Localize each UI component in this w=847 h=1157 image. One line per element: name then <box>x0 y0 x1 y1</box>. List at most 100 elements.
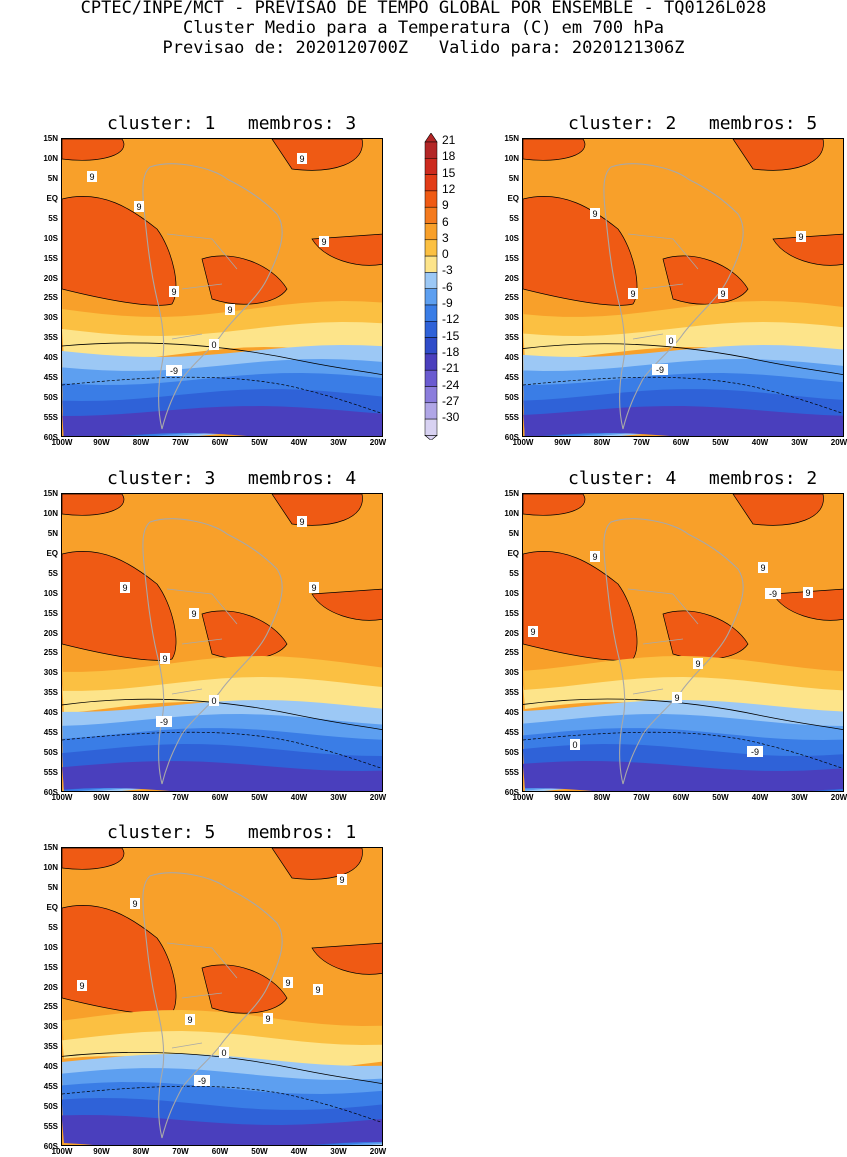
warm-region <box>311 233 382 266</box>
svg-text:0: 0 <box>211 340 216 350</box>
svg-text:9: 9 <box>695 659 700 669</box>
svg-text:9: 9 <box>171 287 176 297</box>
lat-tick-label: 30S <box>504 668 519 678</box>
lat-tick-label: 40S <box>43 1062 58 1072</box>
contour-label: 9 <box>758 562 768 573</box>
lon-tick-label: 90W <box>93 1147 110 1156</box>
lat-tick-label: 45S <box>43 1082 58 1092</box>
lat-tick-label: EQ <box>46 193 58 203</box>
lat-tick-label: 40S <box>43 353 58 363</box>
svg-text:9: 9 <box>187 1015 192 1025</box>
lon-tick-label: 40W <box>751 793 769 802</box>
warm-region <box>523 195 638 306</box>
colorbar-label: -30 <box>442 410 460 425</box>
svg-text:9: 9 <box>89 172 94 182</box>
panel-title: cluster: 4 membros: 2 <box>568 468 818 489</box>
temperature-map: 9 9 9 9 9 9 9 0 -9 <box>61 847 383 1146</box>
contour-label: -9 <box>156 716 172 727</box>
lon-tick-label: 40W <box>290 1147 308 1156</box>
lon-tick-label: 60W <box>211 1147 229 1156</box>
lat-tick-label: EQ <box>46 548 58 558</box>
header-dates: Previsao de: 2020120700Z Valido para: 20… <box>162 38 685 58</box>
warm-region <box>62 904 177 1015</box>
lon-tick-label: 100W <box>512 438 534 447</box>
lat-tick-label: 55S <box>43 413 58 423</box>
lon-tick-label: 50W <box>251 793 268 802</box>
lat-tick-label: 60S <box>43 788 58 797</box>
colorbar-label: -21 <box>442 361 460 376</box>
contour-label: 0 <box>209 339 219 350</box>
colorbar-label: 21 <box>442 133 456 147</box>
colorbar-swatch <box>424 158 438 175</box>
svg-text:9: 9 <box>136 202 141 212</box>
lon-tick-label: 70W <box>172 793 189 802</box>
svg-text:9: 9 <box>191 609 196 619</box>
lat-tick-label: 10N <box>43 508 58 518</box>
lat-tick-label: 45S <box>504 373 519 383</box>
contour-label: 9 <box>309 582 319 593</box>
svg-text:9: 9 <box>132 899 137 909</box>
temperature-map: 9 9 9 9 9 9 0 -9 <box>61 138 383 437</box>
warm-region <box>311 588 382 621</box>
lat-tick-label: 50S <box>504 748 519 758</box>
contour-label: 9 <box>297 153 307 164</box>
figure-header: CPTEC/INPE/MCT - PREVISAO DE TEMPO GLOBA… <box>0 0 847 58</box>
lon-tick-label: 90W <box>554 793 571 802</box>
lat-tick-label: 5N <box>47 882 58 892</box>
colorbar-swatch <box>424 190 438 208</box>
warm-region <box>523 494 586 516</box>
colorbar-label: -24 <box>442 377 460 392</box>
contour-label: 9 <box>313 984 323 995</box>
warm-region <box>732 139 824 171</box>
lat-tick-label: 15S <box>504 608 519 618</box>
colorbar-label: -6 <box>442 279 453 294</box>
contour-label: 0 <box>209 695 219 706</box>
lon-tick-label: 70W <box>633 793 650 802</box>
contour-label: 0 <box>666 335 676 346</box>
lat-tick-label: 10N <box>504 153 519 163</box>
svg-text:9: 9 <box>798 232 803 242</box>
lat-tick-label: 15N <box>504 134 519 143</box>
contour-label: 9 <box>263 1013 273 1024</box>
lon-tick-label: 30W <box>330 438 347 447</box>
panel-title: cluster: 3 membros: 4 <box>107 468 357 489</box>
lon-tick-label: 30W <box>791 438 808 447</box>
lon-tick-label: 90W <box>93 438 110 447</box>
lon-tick-label: 40W <box>751 438 769 447</box>
lat-tick-label: 50S <box>43 1102 58 1112</box>
lon-tick-label: 100W <box>51 1147 73 1156</box>
contour-label: 9 <box>590 551 600 562</box>
svg-text:9: 9 <box>630 289 635 299</box>
lat-tick-label: 40S <box>504 353 519 363</box>
lat-tick-label: EQ <box>46 902 58 912</box>
lat-tick-label: 5S <box>509 568 519 578</box>
lon-tick-label: 80W <box>593 793 611 802</box>
svg-text:9: 9 <box>674 693 679 703</box>
lat-tick-label: 5N <box>47 173 58 183</box>
lat-tick-label: 35S <box>43 333 58 343</box>
lat-tick-label: 5S <box>48 213 58 223</box>
svg-text:9: 9 <box>265 1014 270 1024</box>
header-title: CPTEC/INPE/MCT - PREVISAO DE TEMPO GLOBA… <box>80 0 767 18</box>
lat-tick-label: 5S <box>509 213 519 223</box>
colorbar-label: -3 <box>442 263 453 278</box>
contour-label: -9 <box>747 746 763 757</box>
colorbar-swatch <box>424 386 438 404</box>
contour-label: 9 <box>718 288 728 299</box>
lon-tick-label: 80W <box>132 1147 150 1156</box>
colorbar-label: 15 <box>442 165 456 180</box>
lat-tick-label: 10N <box>43 862 58 872</box>
contour-label: 9 <box>225 304 235 315</box>
lat-tick-label: 20S <box>43 982 58 992</box>
temperature-map: 9 9 9 9 0 -9 <box>522 138 844 437</box>
lat-tick-label: 15N <box>43 134 58 143</box>
svg-text:9: 9 <box>760 563 765 573</box>
lon-tick-label: 30W <box>330 1147 347 1156</box>
colorbar-swatch <box>424 321 438 338</box>
lat-tick-label: 45S <box>43 373 58 383</box>
lat-tick-label: EQ <box>507 193 519 203</box>
lat-tick-label: 10N <box>504 508 519 518</box>
temperature-map: 9 9 9 9 9 9 0 -9 -9 <box>522 493 844 792</box>
lat-tick-label: 40S <box>504 708 519 718</box>
lat-tick-label: 25S <box>43 648 58 658</box>
